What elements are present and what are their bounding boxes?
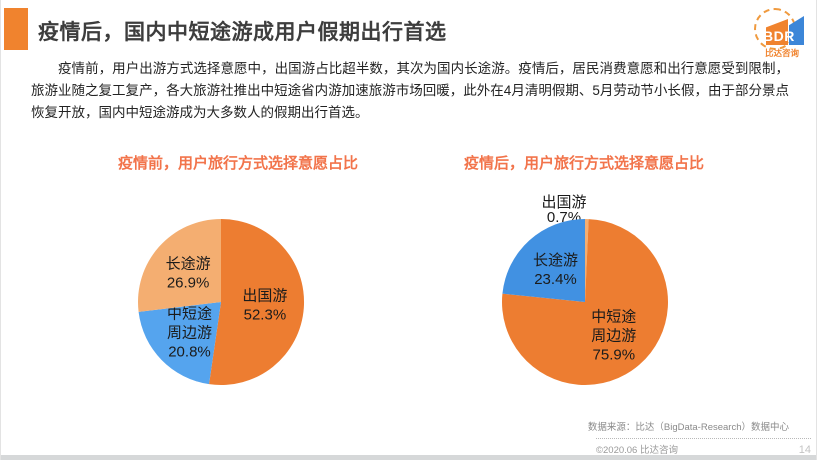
pie-slice-中短途周边游 (138, 302, 221, 385)
pie-slice-出国游 (585, 219, 589, 302)
pie-label-长途游: 长途游 23.4% (533, 252, 578, 288)
copyright-text: ©2020.06 比达咨询 (596, 445, 678, 456)
logo-subtext: 比达咨询 (765, 48, 800, 58)
pie-label-中短途周边游: 中短途周边游 20.8% (167, 306, 212, 361)
logo-text: BDR (763, 28, 795, 44)
logo-orange-flag-icon (766, 19, 788, 45)
data-source-note: 数据来源：比达（BigData-Research）数据中心 (587, 422, 789, 433)
logo-blue-flag-icon (789, 16, 804, 45)
intro-paragraph: 疫情前，用户出游方式选择意愿中，出国游占比超半数，其次为国内长途游。疫情后，居民… (31, 61, 789, 120)
title-accent-bar (4, 8, 28, 50)
slide-bottom-border (1, 455, 816, 460)
page-title: 疫情后，国内中短途游成用户假期出行首选 (38, 21, 447, 44)
pie-label-中短途周边游: 中短途周边游 75.9% (591, 308, 636, 363)
pie-label-出国游: 出国游 52.3% (242, 288, 287, 324)
pie-slice-出国游 (209, 218, 305, 385)
pie-label-长途游: 长途游 26.9% (166, 255, 211, 291)
bdr-logo: BDR 比达咨询 (753, 7, 813, 58)
chart-title-post-covid: 疫情后，用户旅行方式选择意愿占比 (463, 155, 704, 172)
pie-slice-长途游 (137, 219, 221, 312)
footer: ©2020.06 比达咨询 14 (596, 438, 811, 456)
pie-chart-pre-covid: 出国游 52.3% 中短途周边游 20.8% 长途游 26.9% (137, 218, 305, 385)
pie-chart-post-covid: 出国游 0.7%中短途周边游 75.9%长途游 23.4% (502, 194, 669, 385)
pie-slice-中短途周边游 (502, 219, 669, 385)
pie-slice-长途游 (502, 219, 585, 302)
chart-title-pre-covid: 疫情前，用户旅行方式选择意愿占比 (117, 155, 358, 172)
page-number: 14 (798, 444, 811, 456)
